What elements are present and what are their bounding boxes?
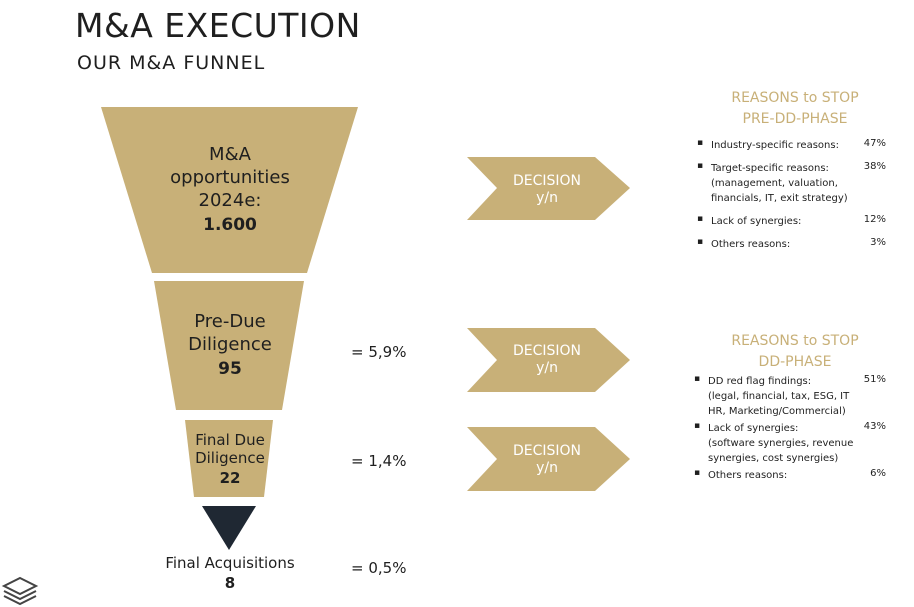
funnel-stage-1-shape xyxy=(101,107,358,273)
reason-text: (management, valuation, xyxy=(711,178,838,189)
reason-text: Others reasons: xyxy=(711,239,791,250)
stage-3-line-1: Final Due xyxy=(195,431,265,449)
decision-2-line-2: y/n xyxy=(536,360,558,376)
stage-4-label-text: Final Acquisitions xyxy=(165,554,295,572)
reason-pct: 6% xyxy=(870,468,886,479)
bullet-icon: ▪ xyxy=(694,421,701,431)
bullet-icon: ▪ xyxy=(694,374,701,384)
bullet-icon: ▪ xyxy=(697,214,704,224)
reasons-pre-dd-title-line-2: PRE-DD-PHASE xyxy=(742,111,848,127)
reason-pct: 43% xyxy=(863,421,886,432)
reason-text: (legal, financial, tax, ESG, IT xyxy=(708,391,850,402)
stage-2-line-1: Pre-Due xyxy=(194,311,266,332)
reason-item: ▪ Others reasons: 3% xyxy=(697,237,886,252)
bullet-icon: ▪ xyxy=(697,138,704,148)
decision-arrow-3: DECISION y/n xyxy=(497,443,597,477)
stage-1-value: 1.600 xyxy=(203,215,257,235)
reason-text: Lack of synergies: xyxy=(711,216,802,227)
reason-text: (software synergies, revenue xyxy=(708,438,854,449)
reasons-pre-dd-list: ▪ Industry-specific reasons: 47% ▪ Targe… xyxy=(697,138,886,252)
layers-logo-icon xyxy=(1,576,39,606)
stage-3-line-2: Diligence xyxy=(195,449,265,467)
bullet-icon: ▪ xyxy=(697,161,704,171)
reason-text: DD red flag findings: xyxy=(708,376,812,387)
funnel-stage-4-label: Final Acquisitions 8 xyxy=(140,553,320,593)
reasons-dd-title-line-1: REASONS to STOP xyxy=(731,333,859,349)
page-title: M&A EXECUTION xyxy=(75,6,361,45)
stage-3-value: 22 xyxy=(219,469,241,487)
reason-text: Lack of synergies: xyxy=(708,423,799,434)
stage-1-line-1: M&A xyxy=(209,144,251,165)
decision-arrow-1-shape xyxy=(467,157,630,220)
decision-arrow-2-shape xyxy=(467,328,630,392)
page-subtitle: OUR M&A FUNNEL xyxy=(77,52,266,74)
reason-pct: 3% xyxy=(870,237,886,248)
reasons-dd-list: ▪ DD red flag findings: (legal, financia… xyxy=(694,374,886,483)
reason-text: financials, IT, exit strategy) xyxy=(711,193,848,204)
reasons-pre-dd-title-line-1: REASONS to STOP xyxy=(731,90,859,106)
reason-text: Industry-specific reasons: xyxy=(711,140,839,151)
reason-text: synergies, cost synergies) xyxy=(708,453,839,464)
reason-item: ▪ Lack of synergies: (software synergies… xyxy=(694,421,886,466)
reason-item: ▪ Others reasons: 6% xyxy=(694,468,886,483)
decision-3-line-1: DECISION xyxy=(512,443,582,459)
decision-arrow-1: DECISION y/n xyxy=(497,173,597,207)
reasons-dd-title: REASONS to STOP DD-PHASE xyxy=(695,331,895,373)
reason-item: ▪ Lack of synergies: 12% xyxy=(697,214,886,229)
bullet-icon: ▪ xyxy=(694,468,701,478)
decision-2-line-1: DECISION xyxy=(512,343,582,359)
funnel-stage-2-shape xyxy=(154,281,304,410)
reason-item: ▪ Industry-specific reasons: 47% xyxy=(697,138,886,153)
conversion-rate-final-dd: = 1,4% xyxy=(351,452,407,470)
stage-4-value: 8 xyxy=(224,574,236,592)
reason-item: ▪ DD red flag findings: (legal, financia… xyxy=(694,374,886,419)
reasons-pre-dd-title: REASONS to STOP PRE-DD-PHASE xyxy=(695,88,895,130)
reason-text: Target-specific reasons: xyxy=(711,163,829,174)
decision-arrow-3-shape xyxy=(467,427,630,491)
funnel-stage-3-label: Final Due Diligence 22 xyxy=(160,431,300,487)
conversion-rate-pre-dd: = 5,9% xyxy=(351,343,407,361)
decision-arrow-2: DECISION y/n xyxy=(497,343,597,377)
stage-2-line-2: Diligence xyxy=(188,334,272,355)
reason-pct: 47% xyxy=(863,138,886,149)
conversion-rate-acquisitions: = 0,5% xyxy=(351,559,407,577)
reasons-dd-title-line-2: DD-PHASE xyxy=(758,354,832,370)
stage-1-line-3: 2024e: xyxy=(198,190,262,211)
funnel-stage-2-label: Pre-Due Diligence 95 xyxy=(150,310,310,381)
reason-pct: 51% xyxy=(863,374,886,385)
decision-3-line-2: y/n xyxy=(536,460,558,476)
decision-1-line-1: DECISION xyxy=(512,173,582,189)
stage-1-line-2: opportunities xyxy=(170,167,290,188)
stage-2-value: 95 xyxy=(218,359,242,379)
reason-pct: 12% xyxy=(863,214,886,225)
reason-item: ▪ Target-specific reasons: (management, … xyxy=(697,161,886,206)
bullet-icon: ▪ xyxy=(697,237,704,247)
reason-text: Others reasons: xyxy=(708,470,788,481)
reason-text: HR, Marketing/Commercial) xyxy=(708,406,846,417)
decision-1-line-2: y/n xyxy=(536,190,558,206)
funnel-stage-3-shape xyxy=(185,420,273,497)
funnel-stage-4-shape xyxy=(202,506,256,550)
funnel-stage-1-label: M&A opportunities 2024e: 1.600 xyxy=(150,143,310,237)
reason-pct: 38% xyxy=(863,161,886,172)
